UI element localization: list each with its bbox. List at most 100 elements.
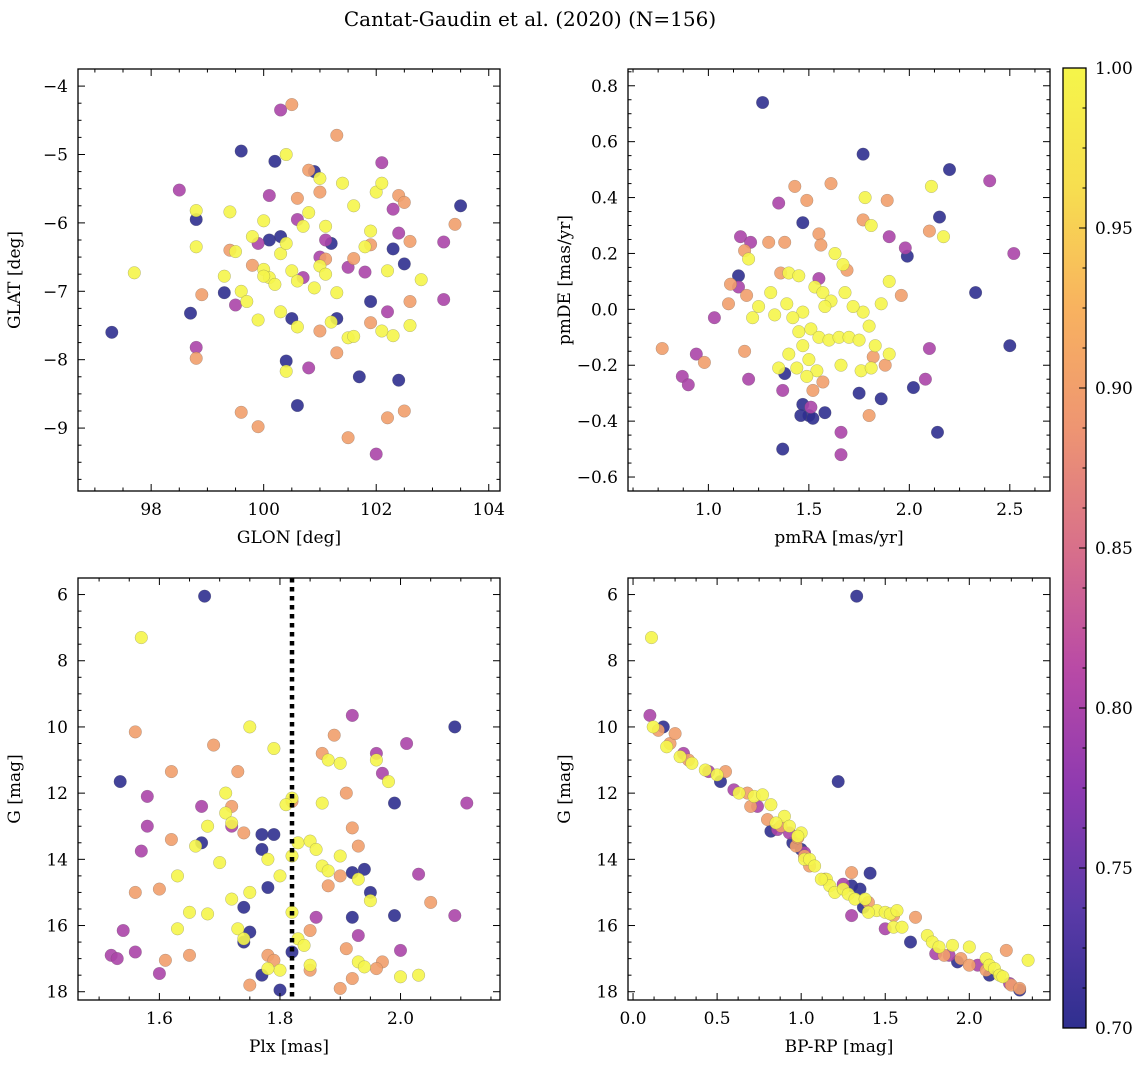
data-point xyxy=(681,378,695,392)
data-point xyxy=(673,750,687,764)
x-tick-label: 0.0 xyxy=(620,1009,647,1029)
colorbar-tick-label: 0.70 xyxy=(1095,1019,1133,1039)
data-point xyxy=(189,839,203,853)
y-tick-label: −8 xyxy=(43,351,68,371)
data-point xyxy=(800,193,814,207)
data-point xyxy=(251,313,265,327)
data-point xyxy=(788,179,802,193)
data-point xyxy=(315,796,329,810)
data-point xyxy=(369,753,383,767)
data-point xyxy=(290,320,304,334)
data-point xyxy=(375,176,389,190)
data-point xyxy=(116,924,130,937)
x-tick-label: 1.5 xyxy=(872,1009,899,1029)
data-point xyxy=(237,826,251,840)
ticks: 1.6 1.8 2.0 6 8 10 12 14 16 18 xyxy=(46,577,500,1029)
data-point xyxy=(223,205,237,219)
data-point xyxy=(285,264,299,278)
data-point xyxy=(302,206,316,220)
data-point xyxy=(183,948,196,962)
data-point xyxy=(333,981,347,995)
x-tick-label: 2.0 xyxy=(387,1009,414,1029)
y-tick-label: −9 xyxy=(43,419,68,439)
data-point xyxy=(831,775,845,789)
x-tick-label: 0.5 xyxy=(704,1009,731,1029)
data-point xyxy=(217,269,231,283)
data-point xyxy=(262,233,276,247)
x-axis-label: pmRA [mas/yr] xyxy=(774,528,903,548)
data-point xyxy=(319,219,333,233)
data-point xyxy=(864,361,878,375)
data-point xyxy=(685,756,699,770)
colorbar-tick-label: 0.75 xyxy=(1095,859,1133,879)
data-point xyxy=(814,238,828,252)
data-point xyxy=(213,856,227,870)
data-point xyxy=(336,176,349,190)
data-point xyxy=(878,358,892,372)
data-point xyxy=(231,922,245,936)
data-point xyxy=(808,859,822,873)
ticks: 0.0 0.5 1.0 1.5 2.0 6 8 10 12 14 16 18 xyxy=(596,577,1050,1029)
data-point xyxy=(158,953,172,967)
data-point xyxy=(290,191,304,205)
data-point xyxy=(127,266,141,280)
data-point xyxy=(1021,953,1035,967)
data-point xyxy=(734,230,747,244)
data-point xyxy=(437,293,451,306)
data-point xyxy=(962,958,976,972)
x-tick-label: 100 xyxy=(247,500,279,520)
data-point xyxy=(861,905,875,919)
y-tick-label: 6 xyxy=(57,586,68,606)
data-point xyxy=(255,828,269,841)
data-point xyxy=(255,842,269,856)
y-tick-label: 8 xyxy=(57,652,68,672)
data-point xyxy=(392,226,406,240)
data-point xyxy=(909,910,922,924)
data-point xyxy=(225,892,239,906)
data-point xyxy=(267,742,281,755)
data-point xyxy=(279,364,293,378)
data-point xyxy=(267,828,281,841)
data-point xyxy=(1003,339,1017,353)
data-point xyxy=(388,796,401,810)
data-point xyxy=(838,286,852,300)
data-point xyxy=(946,938,959,952)
scatter-points xyxy=(105,98,468,461)
data-point xyxy=(834,358,848,372)
data-point xyxy=(794,409,808,422)
x-tick-label: 1.8 xyxy=(266,1009,293,1029)
y-tick-label: 12 xyxy=(46,784,68,804)
y-tick-label: −0.6 xyxy=(577,468,618,488)
data-point xyxy=(894,288,908,302)
data-point xyxy=(778,235,792,249)
data-point xyxy=(392,373,406,387)
x-axis-label: GLON [deg] xyxy=(237,528,341,548)
data-point xyxy=(134,631,148,645)
y-tick-label: −6 xyxy=(43,214,68,234)
data-point xyxy=(922,224,936,238)
panel-parallax-magnitude: 1.6 1.8 2.0 6 8 10 12 14 16 18 Plx [mas] G [mag] xyxy=(5,577,501,1057)
y-tick-label: 18 xyxy=(596,983,618,1003)
data-point xyxy=(302,361,316,375)
scatter-points xyxy=(643,589,1035,997)
data-point xyxy=(806,383,820,397)
data-point xyxy=(668,727,682,741)
data-point xyxy=(868,339,882,353)
data-point xyxy=(268,277,282,291)
data-point xyxy=(333,849,347,863)
y-tick-label: 6 xyxy=(607,586,618,606)
data-point xyxy=(369,447,383,461)
data-point xyxy=(358,265,372,279)
data-point xyxy=(772,196,786,210)
data-point xyxy=(347,199,361,213)
data-point xyxy=(403,319,417,332)
data-point xyxy=(796,216,810,230)
y-tick-label: 0.2 xyxy=(591,244,618,264)
data-point xyxy=(403,234,417,248)
data-point xyxy=(330,128,344,142)
data-point xyxy=(414,273,428,287)
data-point xyxy=(290,399,304,412)
data-point xyxy=(460,796,474,810)
data-point xyxy=(321,879,335,893)
